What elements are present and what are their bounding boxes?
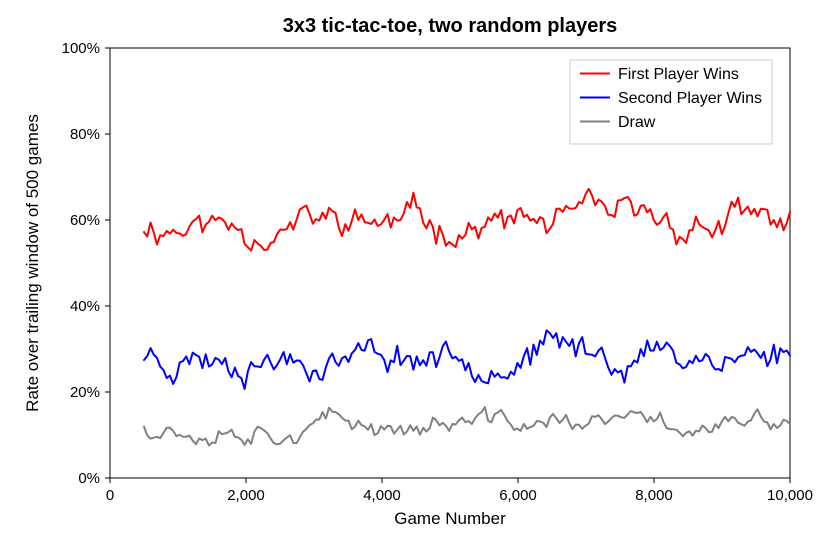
y-tick-label: 100%	[62, 40, 100, 57]
legend-label-1: Second Player Wins	[618, 90, 762, 107]
y-tick-label: 0%	[78, 470, 100, 487]
y-tick-label: 80%	[70, 126, 100, 143]
x-tick-label: 10,000	[767, 487, 813, 504]
y-axis-label: Rate over trailing window of 500 games	[23, 114, 42, 412]
y-tick-label: 20%	[70, 384, 100, 401]
x-tick-label: 4,000	[363, 487, 401, 504]
x-tick-label: 8,000	[635, 487, 673, 504]
series-line-1	[144, 330, 790, 389]
y-tick-label: 60%	[70, 212, 100, 229]
legend: First Player Wins Second Player Wins Draw	[570, 60, 772, 144]
legend-label-0: First Player Wins	[618, 66, 739, 83]
series-line-2	[144, 407, 790, 445]
x-axis-label: Game Number	[394, 509, 506, 528]
x-tick-label: 0	[106, 487, 114, 504]
x-tick-label: 6,000	[499, 487, 537, 504]
x-tick-label: 2,000	[227, 487, 265, 504]
line-chart: 0 2,000 4,000 6,000 8,000 10,000 0% 20% 40% 60% 80…	[0, 0, 832, 554]
legend-label-2: Draw	[618, 114, 656, 131]
chart-container: 0 2,000 4,000 6,000 8,000 10,000 0% 20% 40% 60% 80…	[0, 0, 832, 554]
y-tick-label: 40%	[70, 298, 100, 315]
series-line-0	[144, 189, 790, 251]
chart-title: 3x3 tic-tac-toe, two random players	[283, 15, 618, 37]
